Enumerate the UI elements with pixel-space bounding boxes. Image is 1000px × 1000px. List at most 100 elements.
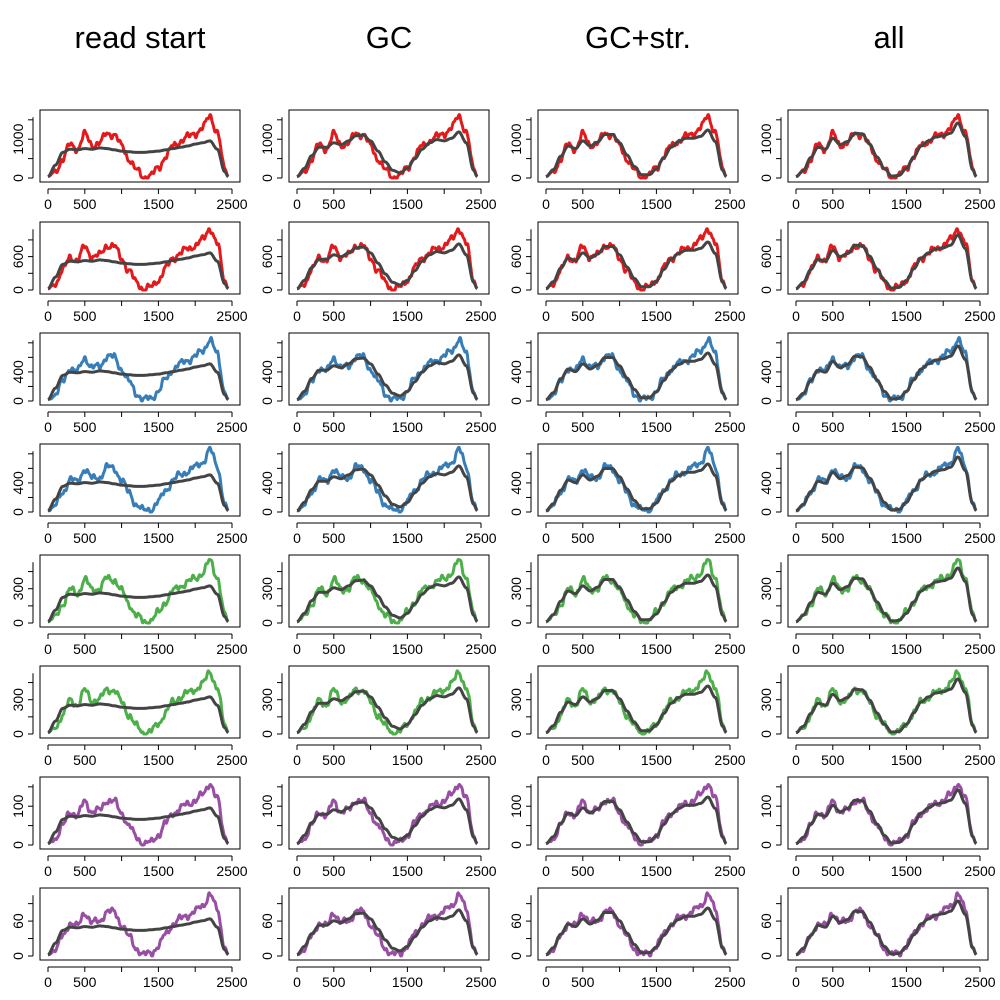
x-tick-label: 0 (44, 530, 52, 546)
y-tick-label: 0 (758, 952, 774, 960)
x-tick-label: 1500 (143, 863, 174, 879)
y-tick-label: 0 (259, 730, 275, 738)
x-tick-label: 1500 (143, 530, 174, 546)
panel-r2-c4: 0 500 1500 2500 0 600 (758, 221, 996, 324)
x-tick-label: 500 (322, 419, 346, 435)
y-tick-label: 400 (508, 471, 524, 495)
panel-frame (537, 109, 739, 183)
x-tick-label: 0 (792, 863, 800, 879)
panel-r4-c2: 0 500 1500 2500 0 400 (259, 443, 497, 546)
y-tick-label: 400 (758, 471, 774, 495)
x-tick-label: 1500 (143, 752, 174, 768)
x-tick-label: 0 (792, 196, 800, 212)
observed-coverage-line (295, 669, 479, 736)
x-tick-label: 2500 (216, 196, 247, 212)
fitted-coverage-line (296, 464, 479, 513)
y-tick-label: 0 (758, 174, 774, 182)
x-tick-label: 2500 (714, 196, 745, 212)
x-tick-label: 1500 (641, 863, 672, 879)
x-tick-label: 2500 (465, 641, 496, 657)
panel-frame (39, 443, 241, 517)
panel-r5-c4: 0 500 1500 2500 0 300 (758, 554, 996, 657)
fitted-coverage-line (47, 473, 230, 513)
y-tick-label: 0 (508, 174, 524, 182)
x-tick-label: 500 (821, 530, 845, 546)
y-tick-label: 0 (758, 508, 774, 516)
x-tick-label: 2500 (714, 974, 745, 990)
panel-r1-c4: 0 500 1500 2500 0 1000 (758, 109, 996, 212)
fitted-coverage-line (296, 908, 479, 957)
panel-frame (288, 665, 490, 739)
panel-r1-c2: 0 500 1500 2500 0 1000 (259, 109, 497, 212)
y-tick-label: 0 (508, 952, 524, 960)
observed-coverage-line (46, 669, 230, 736)
fitted-coverage-line (296, 686, 479, 735)
y-tick-label: 0 (10, 508, 26, 516)
y-tick-label: 0 (259, 174, 275, 182)
x-tick-label: 500 (571, 863, 595, 879)
x-tick-label: 2500 (216, 752, 247, 768)
x-tick-label: 500 (322, 308, 346, 324)
x-tick-label: 0 (44, 863, 52, 879)
y-tick-label: 300 (10, 577, 26, 601)
x-tick-label: 1500 (392, 308, 423, 324)
x-tick-label: 500 (821, 863, 845, 879)
panel-r3-c4: 0 500 1500 2500 0 400 (758, 332, 996, 435)
y-tick-label: 60 (259, 913, 275, 929)
x-tick-label: 0 (44, 641, 52, 657)
fitted-coverage-line (795, 899, 978, 957)
panel-frame (537, 554, 739, 628)
x-tick-label: 1500 (641, 308, 672, 324)
x-tick-label: 2500 (964, 863, 995, 879)
x-tick-label: 0 (44, 974, 52, 990)
x-tick-label: 0 (542, 641, 550, 657)
y-tick-label: 1000 (259, 123, 275, 154)
x-tick-label: 0 (293, 641, 301, 657)
panel-frame (537, 332, 739, 406)
panel-frame (537, 443, 739, 517)
x-tick-label: 2500 (216, 641, 247, 657)
x-tick-label: 2500 (714, 530, 745, 546)
fitted-coverage-line (296, 575, 479, 624)
panel-r4-c1: 0 500 1500 2500 0 400 (10, 443, 248, 546)
x-tick-label: 0 (792, 752, 800, 768)
observed-coverage-line (295, 227, 479, 292)
panel-r3-c1: 0 500 1500 2500 0 400 (10, 332, 248, 435)
x-tick-label: 2500 (465, 419, 496, 435)
x-tick-label: 500 (322, 196, 346, 212)
observed-coverage-line (46, 336, 230, 403)
x-tick-label: 0 (44, 752, 52, 768)
y-tick-label: 600 (10, 245, 26, 269)
y-tick-label: 400 (259, 360, 275, 384)
panel-frame (537, 887, 739, 961)
x-tick-label: 1500 (641, 641, 672, 657)
panel-frame (288, 109, 490, 183)
x-tick-label: 2500 (714, 863, 745, 879)
x-tick-label: 500 (821, 974, 845, 990)
y-tick-label: 300 (259, 577, 275, 601)
fitted-coverage-line (545, 128, 728, 179)
x-tick-label: 500 (322, 974, 346, 990)
y-tick-label: 100 (259, 794, 275, 818)
x-tick-label: 0 (293, 308, 301, 324)
panel-r3-c2: 0 500 1500 2500 0 400 (259, 332, 497, 435)
x-tick-label: 500 (571, 196, 595, 212)
y-tick-label: 60 (508, 913, 524, 929)
column-title-all: all (873, 20, 904, 55)
x-tick-label: 500 (73, 196, 97, 212)
observed-coverage-line (794, 336, 978, 403)
fitted-coverage-line (795, 344, 978, 402)
x-tick-label: 0 (542, 196, 550, 212)
panel-frame (39, 887, 241, 961)
x-tick-label: 500 (821, 641, 845, 657)
y-tick-label: 0 (508, 619, 524, 627)
x-tick-label: 0 (293, 196, 301, 212)
panel-r8-c4: 0 500 1500 2500 0 60 (758, 887, 996, 990)
x-tick-label: 0 (293, 419, 301, 435)
x-tick-label: 500 (571, 974, 595, 990)
x-tick-label: 1500 (143, 974, 174, 990)
y-tick-label: 0 (508, 730, 524, 738)
x-tick-label: 1500 (891, 419, 922, 435)
observed-coverage-line (46, 227, 230, 292)
